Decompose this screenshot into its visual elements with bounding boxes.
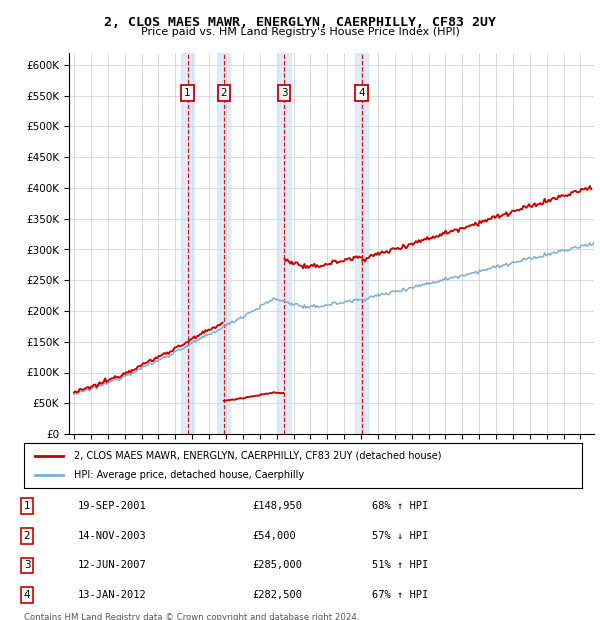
Text: 2: 2 xyxy=(220,87,227,98)
Text: 57% ↓ HPI: 57% ↓ HPI xyxy=(372,531,428,541)
Text: £282,500: £282,500 xyxy=(252,590,302,600)
Text: HPI: Average price, detached house, Caerphilly: HPI: Average price, detached house, Caer… xyxy=(74,471,304,480)
Text: 3: 3 xyxy=(23,560,31,570)
Text: 13-JAN-2012: 13-JAN-2012 xyxy=(78,590,147,600)
Text: 51% ↑ HPI: 51% ↑ HPI xyxy=(372,560,428,570)
Text: 1: 1 xyxy=(184,87,191,98)
Text: 2: 2 xyxy=(23,531,31,541)
Text: 2, CLOS MAES MAWR, ENERGLYN, CAERPHILLY, CF83 2UY: 2, CLOS MAES MAWR, ENERGLYN, CAERPHILLY,… xyxy=(104,16,496,29)
Text: 68% ↑ HPI: 68% ↑ HPI xyxy=(372,501,428,511)
Text: 2, CLOS MAES MAWR, ENERGLYN, CAERPHILLY, CF83 2UY (detached house): 2, CLOS MAES MAWR, ENERGLYN, CAERPHILLY,… xyxy=(74,451,442,461)
Text: 1: 1 xyxy=(23,501,31,511)
Bar xyxy=(217,53,230,434)
Text: 3: 3 xyxy=(281,87,287,98)
Bar xyxy=(278,53,290,434)
Text: Price paid vs. HM Land Registry's House Price Index (HPI): Price paid vs. HM Land Registry's House … xyxy=(140,27,460,37)
Bar xyxy=(355,53,368,434)
Text: 19-SEP-2001: 19-SEP-2001 xyxy=(78,501,147,511)
Bar xyxy=(181,53,194,434)
Text: £54,000: £54,000 xyxy=(252,531,296,541)
Text: £285,000: £285,000 xyxy=(252,560,302,570)
Text: 67% ↑ HPI: 67% ↑ HPI xyxy=(372,590,428,600)
Text: Contains HM Land Registry data © Crown copyright and database right 2024.: Contains HM Land Registry data © Crown c… xyxy=(24,613,359,620)
Text: 4: 4 xyxy=(23,590,31,600)
Text: 14-NOV-2003: 14-NOV-2003 xyxy=(78,531,147,541)
Text: 12-JUN-2007: 12-JUN-2007 xyxy=(78,560,147,570)
Text: £148,950: £148,950 xyxy=(252,501,302,511)
Text: 4: 4 xyxy=(358,87,365,98)
